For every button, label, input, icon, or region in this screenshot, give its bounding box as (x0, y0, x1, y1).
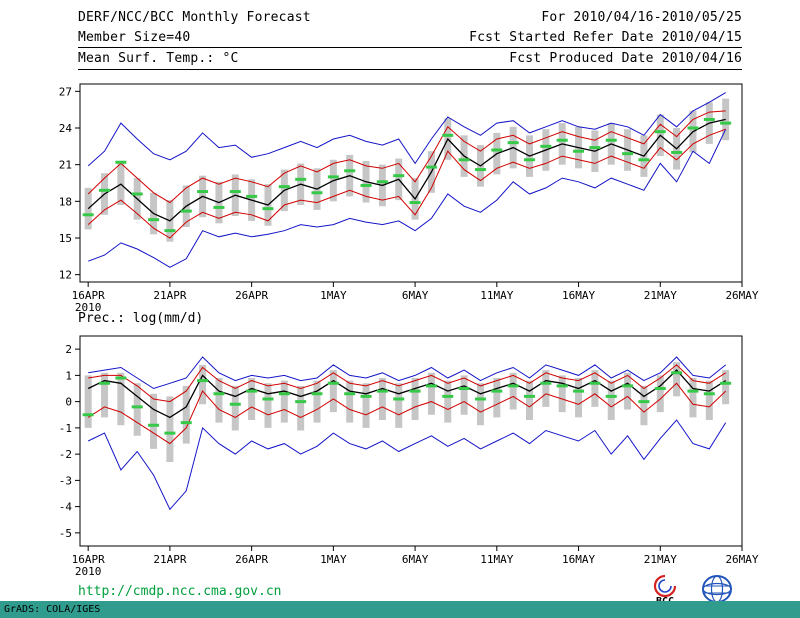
temperature-chart: 12 15 18 21 24 27 16APR 2010 21APR 26APR 1MAY 6MAY 1… (0, 70, 800, 315)
svg-text:21APR: 21APR (153, 553, 186, 566)
page-title: DERF/NCC/BCC Monthly Forecast (78, 10, 311, 25)
svg-text:1MAY: 1MAY (320, 289, 347, 302)
svg-text:26MAY: 26MAY (725, 289, 758, 302)
svg-text:21: 21 (59, 159, 72, 172)
svg-text:6MAY: 6MAY (402, 553, 429, 566)
header-rule-2 (78, 69, 742, 70)
svg-text:16MAY: 16MAY (562, 553, 595, 566)
grads-credit: GrADS: COLA/IGES (4, 604, 101, 615)
site-url: http://cmdp.ncc.cma.gov.cn (78, 584, 282, 599)
temp-variable-label: Mean Surf. Temp.: °C (78, 51, 239, 66)
refer-date-label: Fcst Started Refer Date 2010/04/15 (469, 30, 742, 45)
svg-text:2010: 2010 (75, 565, 102, 578)
produced-date-label: Fcst Produced Date 2010/04/16 (509, 51, 742, 66)
svg-text:21MAY: 21MAY (644, 553, 677, 566)
svg-text:1: 1 (65, 369, 72, 382)
cma-ncc-logo (694, 572, 740, 610)
svg-text:21MAY: 21MAY (644, 289, 677, 302)
forecast-period: For 2010/04/16-2010/05/25 (541, 10, 742, 25)
svg-text:21APR: 21APR (153, 289, 186, 302)
svg-text:2: 2 (65, 343, 72, 356)
svg-text:2010: 2010 (75, 301, 102, 314)
precipitation-chart: -5 -4 -3 -2 -1 0 1 2 16APR 2010 21APR 26APR 1MAY 6MAY… (0, 330, 800, 578)
svg-text:27: 27 (59, 85, 72, 98)
member-size-label: Member Size=40 (78, 30, 191, 45)
svg-text:12: 12 (59, 269, 72, 282)
svg-text:11MAY: 11MAY (480, 553, 513, 566)
prec-variable-label: Prec.: log(mm/d) (78, 311, 204, 326)
svg-text:26APR: 26APR (235, 289, 268, 302)
svg-text:24: 24 (59, 122, 73, 135)
svg-text:6MAY: 6MAY (402, 289, 429, 302)
svg-text:1MAY: 1MAY (320, 553, 347, 566)
svg-text:-4: -4 (59, 501, 73, 514)
svg-text:-5: -5 (59, 527, 72, 540)
svg-text:18: 18 (59, 195, 72, 208)
header-rule-1 (78, 47, 742, 48)
svg-text:26MAY: 26MAY (725, 553, 758, 566)
svg-text:16APR: 16APR (72, 289, 105, 302)
svg-text:11MAY: 11MAY (480, 289, 513, 302)
svg-text:16MAY: 16MAY (562, 289, 595, 302)
svg-text:16APR: 16APR (72, 553, 105, 566)
svg-text:-1: -1 (59, 422, 72, 435)
svg-text:15: 15 (59, 232, 72, 245)
svg-text:0: 0 (65, 396, 72, 409)
footer-strip: GrADS: COLA/IGES (0, 601, 800, 618)
svg-text:-3: -3 (59, 474, 72, 487)
svg-text:26APR: 26APR (235, 553, 268, 566)
svg-text:-2: -2 (59, 448, 72, 461)
